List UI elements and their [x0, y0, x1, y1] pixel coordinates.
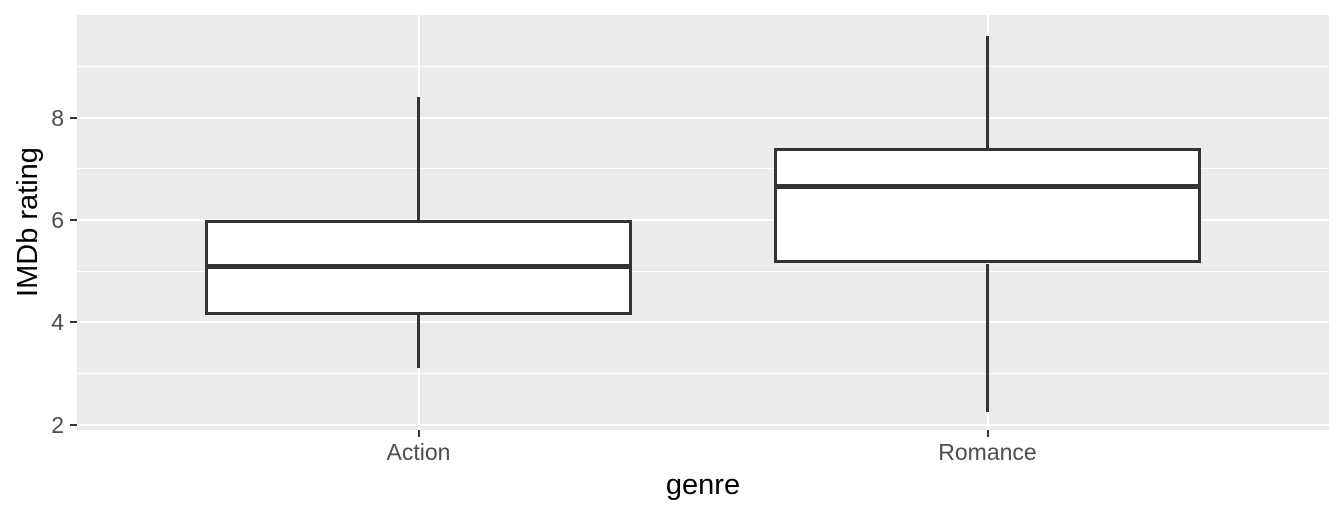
- gridline-major-h: [77, 423, 1329, 426]
- plot-panel: [77, 15, 1329, 430]
- y-tick-mark: [70, 423, 77, 426]
- y-tick-mark: [70, 321, 77, 324]
- x-tick-mark: [417, 430, 420, 437]
- gridline-minor-h: [77, 270, 1329, 272]
- whisker-lower: [417, 314, 420, 369]
- y-tick-label: 6: [51, 206, 64, 233]
- whisker-lower: [986, 263, 989, 413]
- whisker-upper: [417, 97, 420, 220]
- gridline-major-h: [77, 321, 1329, 324]
- box-iqr: [774, 148, 1201, 264]
- y-tick-label: 2: [51, 411, 64, 438]
- gridline-major-h: [77, 218, 1329, 221]
- x-axis-title: genre: [665, 469, 741, 501]
- whisker-upper: [986, 35, 989, 149]
- y-tick-label: 8: [51, 104, 64, 131]
- y-tick-mark: [70, 218, 77, 221]
- x-tick-label: Romance: [938, 439, 1037, 465]
- gridline-minor-h: [77, 373, 1329, 375]
- gridline-major-h: [77, 116, 1329, 119]
- y-tick-mark: [70, 116, 77, 119]
- gridline-minor-h: [77, 65, 1329, 67]
- x-tick-label: Action: [386, 439, 451, 465]
- y-axis-title: IMDb rating: [12, 147, 44, 297]
- median-line: [208, 263, 629, 269]
- y-tick-label: 4: [51, 309, 64, 336]
- x-tick-mark: [986, 430, 989, 437]
- gridline-minor-h: [77, 168, 1329, 170]
- median-line: [777, 184, 1198, 190]
